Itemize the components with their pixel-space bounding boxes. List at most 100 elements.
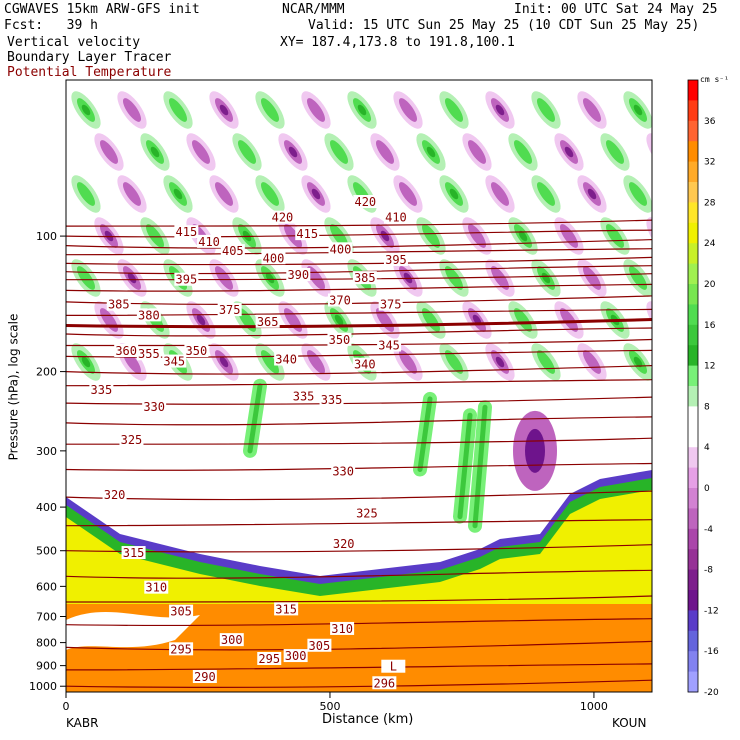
theta-contour [66,327,652,337]
distance-axis: 0 500 1000 [63,692,608,713]
colorbar-label: 12 [704,362,715,372]
theta-label-bg [291,389,316,403]
wave-cell [531,175,561,213]
wave-cell [117,259,147,297]
wave-cell [577,259,607,297]
theta-label: 400 [263,251,285,265]
x-tick-label: 1000 [580,700,608,713]
colorbar-swatch [688,120,698,142]
colorbar-swatch [688,651,698,673]
theta-label: 375 [219,303,241,317]
theta-label: 310 [331,622,353,636]
forecast-hour: Fcst: 39 h [4,18,98,33]
downdraft-core [513,410,557,491]
theta-label-bg [353,195,378,209]
colorbar-swatch [688,365,698,387]
theta-contour [66,490,652,501]
tracer-gap [66,611,200,650]
plot-frame [65,79,653,693]
wave-cell [94,133,124,171]
y-tick-label: 600 [36,580,57,593]
theta-label-bg [119,433,144,447]
theta-label: 305 [309,639,331,653]
wave-cell [232,133,262,171]
wave-cell [71,175,101,213]
wave-cell [531,343,561,381]
theta-label: L [390,660,397,674]
colorbar-label: 0 [704,484,710,494]
theta-label: 365 [257,315,279,329]
theta-label: 325 [121,433,143,447]
colorbar-label: -12 [704,606,719,616]
theta-contour [66,365,652,375]
colorbar-swatch [688,284,698,305]
y-tick-label: 300 [36,445,57,458]
colorbar-swatch [688,447,698,469]
theta-contour [66,283,652,292]
wave-cell [577,91,607,129]
theta-label-bg [331,536,356,550]
wave-cell [163,91,193,129]
vertical-velocity-shading [71,91,652,533]
theta-label: 315 [275,602,297,616]
wave-cell [623,343,652,381]
wave-cell [255,175,285,213]
theta-contour [66,379,652,387]
theta-label: 415 [176,225,198,239]
y-tick-label: 400 [36,501,57,514]
colorbar-label: 20 [704,280,716,290]
theta-label: 355 [138,347,160,361]
y-tick-label: 500 [36,545,57,558]
theta-label-bg [331,464,356,478]
y-tick-label: 1000 [29,680,57,693]
colorbar-unit: cm s⁻¹ [700,75,729,84]
wave-cell [163,175,193,213]
wave-cell [117,175,147,213]
field-label-vertical-velocity: Vertical velocity [7,35,141,50]
colorbar-label: -4 [704,525,713,535]
pressure-axis: 100 200 300 400 500 600 700 800 900 1000 [29,230,66,693]
colorbar-label: 8 [704,402,710,412]
x-axis-title: Distance (km) [322,712,414,727]
theta-label-bg [255,314,280,328]
theta-label: 370 [329,293,351,307]
wave-cell [209,175,239,213]
wave-cell [301,175,331,213]
theta-label-bg [274,352,299,366]
theta-label-bg [328,242,353,256]
theta-label: 385 [354,271,376,285]
theta-label-bg [378,297,403,311]
wave-cell [370,133,400,171]
theta-label-bg [327,293,352,307]
theta-label: 390 [287,268,309,282]
valid-time: Valid: 15 UTC Sun 25 May 25 (10 CDT Sun … [308,18,700,33]
wave-cell [255,91,285,129]
theta-label-bg [220,244,245,258]
theta-contour [66,437,652,445]
colorbar-swatch [688,100,698,122]
theta-label: 410 [385,211,407,225]
colorbar-swatch [688,590,698,611]
wave-cell [623,91,652,129]
y-tick-label: 200 [36,366,57,379]
colorbar-swatch [688,467,698,489]
wave-cell [301,91,331,129]
theta-label: 380 [138,308,160,322]
wave-cell [117,91,147,129]
colorbar-swatch [688,610,698,632]
wave-cell [462,217,492,255]
theta-label-bg [197,234,222,248]
theta-label: 345 [163,355,185,369]
theta-label-bg [352,357,377,371]
colorbar-swatch [688,80,698,101]
x-end-label-right: KOUN [612,716,647,730]
theta-label-bg [307,638,332,652]
wave-cell [416,133,446,171]
theta-label: 320 [333,537,355,551]
x-tick-label: 0 [63,700,70,713]
boundary-layer-tracer-shading [66,470,652,692]
theta-label-bg [286,267,311,281]
theta-label-bg [319,392,344,406]
theta-contour [66,640,652,651]
y-axis-title: Pressure (hPa), log scale [6,313,21,461]
